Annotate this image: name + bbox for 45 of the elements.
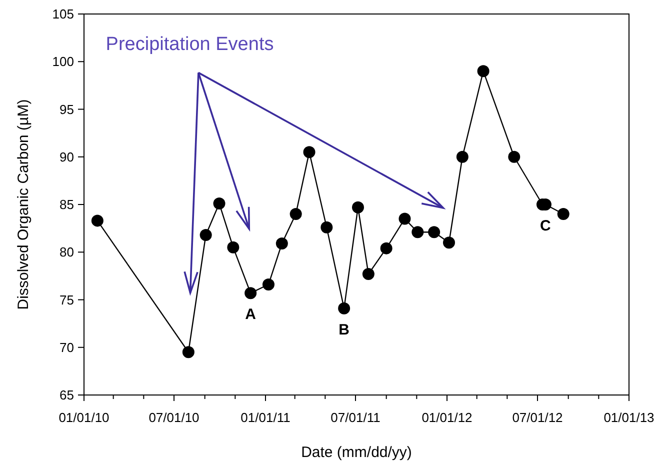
y-axis-title: Dissolved Organic Carbon (µM) bbox=[15, 99, 32, 310]
annotation: Precipitation Events bbox=[106, 34, 274, 56]
x-tick-label: 01/01/13 bbox=[604, 410, 654, 425]
point bbox=[303, 146, 316, 158]
point bbox=[227, 241, 240, 254]
point bbox=[320, 221, 333, 234]
point bbox=[442, 236, 455, 249]
point bbox=[362, 268, 374, 280]
y-tick-label: 65 bbox=[60, 388, 74, 403]
point bbox=[352, 201, 364, 214]
point bbox=[428, 226, 440, 238]
annotation: B bbox=[338, 321, 350, 338]
x-tick-label: 01/01/11 bbox=[240, 410, 290, 425]
y-tick-label: 80 bbox=[60, 244, 74, 260]
point bbox=[91, 214, 104, 227]
y-tick-label: 70 bbox=[60, 340, 74, 355]
point bbox=[508, 150, 520, 163]
point bbox=[477, 65, 490, 78]
y-tick-label: 85 bbox=[60, 197, 74, 212]
y-tick-label: 95 bbox=[60, 102, 74, 117]
point bbox=[338, 302, 350, 314]
annotation: C bbox=[540, 218, 552, 234]
point bbox=[244, 287, 257, 300]
point bbox=[398, 212, 411, 225]
x-tick-label: 07/01/11 bbox=[330, 410, 380, 425]
point bbox=[290, 208, 302, 220]
y-tick-label: 90 bbox=[60, 149, 74, 164]
y-tick-label: 100 bbox=[52, 54, 74, 70]
point bbox=[262, 278, 274, 291]
x-tick-label: 07/01/10 bbox=[148, 410, 200, 425]
annotation: A bbox=[245, 306, 256, 324]
x-tick-label: 01/01/10 bbox=[58, 410, 110, 425]
point bbox=[200, 228, 212, 241]
point bbox=[557, 208, 570, 220]
point bbox=[380, 242, 392, 254]
point bbox=[276, 238, 288, 250]
y-tick-label: 105 bbox=[52, 6, 74, 22]
x-axis-title: Date (mm/dd/yy) bbox=[301, 444, 412, 461]
x-tick-label: 07/01/12 bbox=[512, 410, 563, 425]
x-tick-label: 01/01/12 bbox=[422, 410, 472, 425]
point bbox=[412, 226, 424, 238]
y-tick-label: 75 bbox=[60, 292, 74, 308]
point bbox=[456, 150, 468, 163]
point bbox=[182, 346, 194, 358]
point bbox=[213, 198, 226, 210]
